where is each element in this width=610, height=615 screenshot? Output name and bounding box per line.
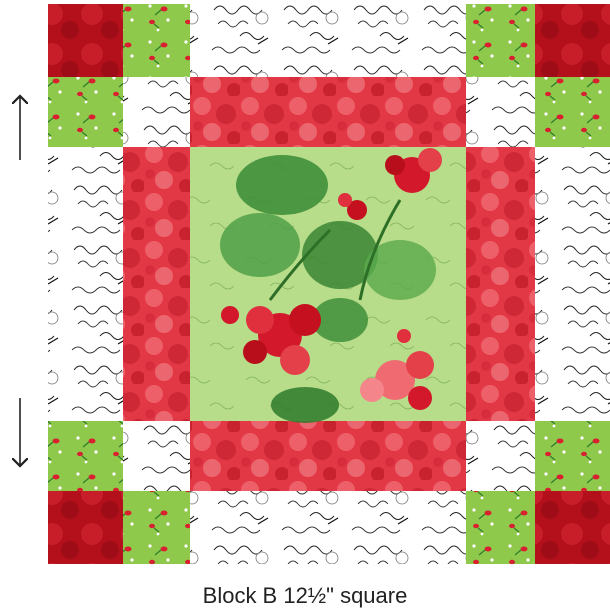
leaf <box>271 387 339 423</box>
lime-square <box>123 4 190 77</box>
leaf <box>364 240 436 300</box>
corner-square-top-right <box>535 4 610 77</box>
script-strip-bottom <box>190 491 466 564</box>
script-square <box>466 421 535 491</box>
geranium-cluster <box>360 329 434 410</box>
geranium-cluster <box>221 304 321 375</box>
lime-square <box>535 77 610 147</box>
leaf <box>236 155 328 215</box>
lime-square <box>535 421 610 491</box>
script-square <box>466 77 535 147</box>
leaf <box>312 298 368 342</box>
red-strip-top <box>190 77 466 147</box>
lime-square <box>466 4 535 77</box>
script-strip-left <box>48 147 123 421</box>
red-frame <box>123 77 535 491</box>
block-caption: Block B 12½" square <box>202 583 408 608</box>
corner-square-top-left <box>48 4 123 77</box>
red-strip-bottom <box>190 421 466 491</box>
script-square <box>123 421 190 491</box>
leaf <box>220 213 300 277</box>
script-strip-right <box>535 147 610 421</box>
center-panel <box>190 147 466 423</box>
lime-square <box>48 421 123 491</box>
lime-square <box>123 491 190 564</box>
lime-square <box>48 77 123 147</box>
red-strip-left <box>123 147 190 421</box>
quilt-block <box>0 4 610 564</box>
red-strip-right <box>466 147 535 421</box>
geranium-cluster <box>338 148 442 220</box>
outer-border <box>48 4 610 564</box>
corner-square-bottom-left <box>48 491 123 564</box>
corner-square-bottom-right <box>535 491 610 564</box>
script-strip-top <box>190 4 466 77</box>
script-square <box>123 77 190 147</box>
lime-square <box>466 491 535 564</box>
